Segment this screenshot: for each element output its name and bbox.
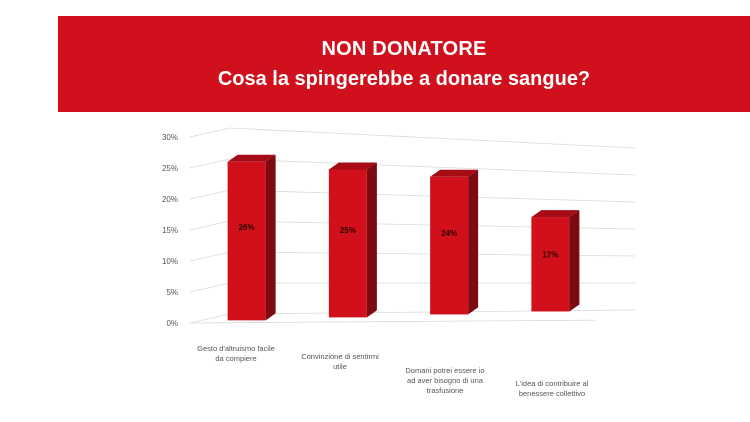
gridline [229, 158, 636, 176]
gridline-depth [189, 220, 231, 231]
bar-side [265, 154, 276, 321]
gridline-depth [189, 282, 231, 293]
bar [328, 169, 367, 318]
bar-top [227, 154, 276, 162]
x-category-label-line: Convinzione di sentirmi [301, 352, 379, 361]
y-tick-label: 30% [162, 133, 178, 142]
x-category-label-line: L'idea di contribuire al [516, 379, 589, 388]
x-category-label: Gesto d'altruismo facile da compiere [197, 344, 275, 363]
x-category-label-line: Domani potrei essere io [405, 366, 484, 375]
x-category-label-line: utile [333, 362, 347, 371]
bar-top [531, 210, 580, 218]
gridline-depth [189, 158, 231, 169]
x-category-label-line: trasfusione [427, 386, 464, 395]
y-tick-label: 0% [166, 319, 178, 328]
x-category-label: L'idea di contribuire al benessere collet… [516, 379, 589, 398]
x-category-label-line: Gesto d'altruismo facile [197, 344, 275, 353]
bar [430, 176, 469, 315]
gridline-depth [189, 189, 231, 200]
y-tick-label: 25% [162, 164, 178, 173]
data-label: 26% [239, 223, 255, 232]
x-category-label-line: da compiere [215, 354, 256, 363]
title-banner: NON DONATORE Cosa la spingerebbe a donar… [58, 16, 750, 112]
y-tick-label: 5% [166, 288, 178, 297]
title-line-1: NON DONATORE [321, 38, 487, 60]
x-category-label: Convinzione di sentirmi utile [301, 352, 379, 371]
data-label: 17% [542, 251, 558, 260]
bar-top [430, 169, 479, 177]
gridline-depth [189, 127, 231, 138]
bar-side [468, 169, 479, 315]
gridline-depth [189, 251, 231, 262]
floor-edge [189, 319, 596, 324]
title-line-2: Cosa la spingerebbe a donare sangue? [217, 68, 591, 90]
bar-side [569, 210, 580, 312]
gridline-depth [189, 313, 231, 324]
bar [531, 217, 570, 312]
y-tick-label: 15% [162, 226, 178, 235]
bar-top [328, 162, 377, 170]
x-category-label: Domani potrei essere io ad aver bisogno d… [405, 366, 484, 395]
x-category-label-line: benessere collettivo [519, 389, 585, 398]
bar-side [366, 162, 377, 318]
bar [227, 161, 266, 321]
data-label: 24% [441, 229, 457, 238]
gridline [229, 127, 636, 149]
data-label: 25% [340, 226, 356, 235]
y-tick-label: 10% [162, 257, 178, 266]
y-tick-label: 20% [162, 195, 178, 204]
x-category-label-line: ad aver bisogno di una [407, 376, 484, 385]
